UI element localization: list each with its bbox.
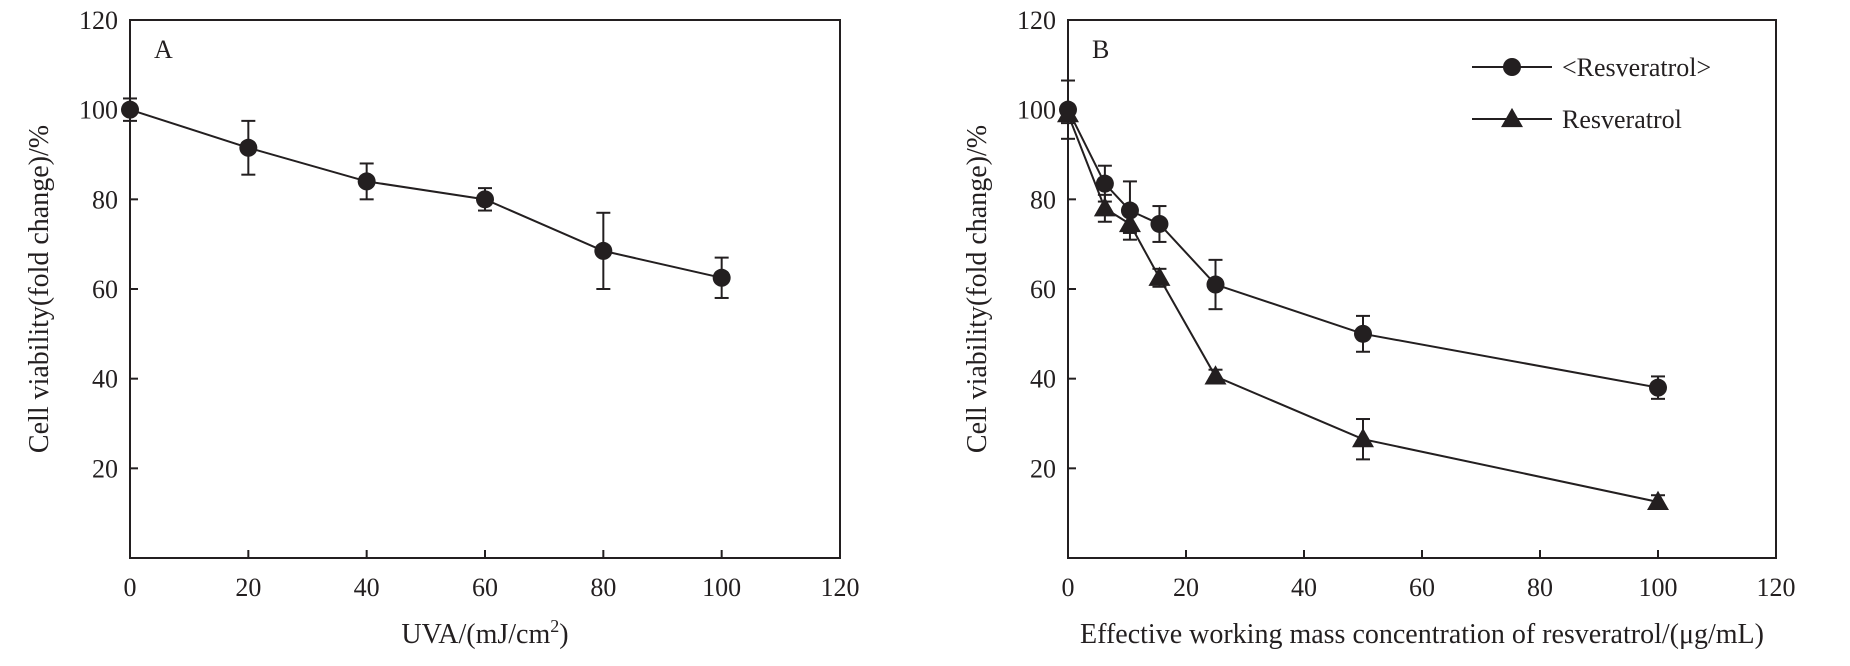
x-tick-label: 100 [1639, 573, 1678, 602]
y-tick-label: 40 [92, 365, 118, 394]
x-axis-label-text: UVA/(mJ/cm [401, 619, 550, 650]
data-point-circle [357, 172, 376, 191]
y-tick-label: 100 [1017, 96, 1056, 125]
legend-label: Resveratrol [1562, 105, 1682, 134]
data-point-circle [1649, 378, 1667, 397]
series-circle [1059, 79, 1667, 400]
data-point-triangle [1204, 365, 1227, 385]
y-tick-label: 20 [92, 454, 118, 483]
x-axis-label-text: Effective working mass concentration of … [1080, 619, 1764, 650]
legend-marker-triangle [1501, 107, 1523, 128]
x-tick-label: 120 [1757, 573, 1796, 602]
panel-a: 0 20 40 60 80 100 120 20 40 60 80 100 120 A UVA/(mJ/cm… [24, 6, 860, 650]
panel-b: 0 20 40 60 80 100 120 20 40 60 80 100 120 B Effective … [962, 6, 1796, 650]
y-tick-label: 60 [92, 275, 118, 304]
y-tick-label: 100 [79, 96, 118, 125]
x-tick-label: 60 [1409, 573, 1435, 602]
data-point-triangle [1057, 102, 1079, 123]
legend-marker-circle [1503, 58, 1521, 76]
y-tick-label: 60 [1030, 275, 1056, 304]
x-tick-label: 120 [821, 573, 860, 602]
data-point-circle [476, 190, 494, 209]
x-axis-label: Effective working mass concentration of … [1080, 619, 1764, 650]
data-point-circle [1206, 275, 1225, 294]
y-tick-label: 120 [1017, 6, 1056, 35]
x-tick-label: 20 [1173, 573, 1199, 602]
x-tick-label: 40 [354, 573, 380, 602]
x-axis-label-end: ) [559, 619, 568, 650]
data-point-triangle [1118, 212, 1141, 233]
data-point-triangle [1093, 197, 1116, 217]
y-tick-label: 20 [1030, 454, 1056, 483]
x-tick-label: 80 [590, 573, 616, 602]
plot-frame [129, 19, 841, 559]
panel-label: B [1092, 35, 1109, 64]
data-point-circle [712, 268, 731, 287]
data-point-triangle [1647, 490, 1669, 511]
y-tick-label: 120 [79, 6, 118, 35]
plot-frame [1067, 19, 1777, 559]
x-axis-label: UVA/(mJ/cm2) [401, 616, 568, 650]
x-tick-label: 80 [1527, 573, 1553, 602]
y-tick-label: 80 [1030, 185, 1056, 214]
data-point-circle [1150, 214, 1169, 233]
x-tick-label: 60 [472, 573, 498, 602]
series-circle [121, 97, 731, 299]
x-tick-label: 20 [235, 573, 261, 602]
series-triangle [1057, 102, 1669, 511]
legend-label: <Resveratrol> [1562, 53, 1711, 82]
data-point-circle [594, 241, 613, 260]
x-tick-label: 100 [702, 573, 741, 602]
series-line [129, 108, 722, 279]
x-axis-label-superscript: 2 [550, 616, 559, 636]
data-point-circle [121, 100, 139, 119]
y-tick-label: 40 [1030, 365, 1056, 394]
y-axis-label: Cell viability(fold change)/% [24, 125, 55, 453]
data-point-triangle [1352, 428, 1374, 448]
y-axis-label: Cell viability(fold change)/% [962, 125, 993, 453]
y-tick-label: 80 [92, 185, 118, 214]
panel-label: A [154, 35, 173, 64]
x-tick-label: 0 [1062, 573, 1075, 602]
data-point-circle [1354, 324, 1372, 343]
data-point-triangle [1148, 266, 1171, 286]
data-point-circle [239, 138, 258, 157]
x-tick-label: 40 [1291, 573, 1317, 602]
data-point-circle [1095, 174, 1114, 193]
x-tick-label: 0 [124, 573, 137, 602]
